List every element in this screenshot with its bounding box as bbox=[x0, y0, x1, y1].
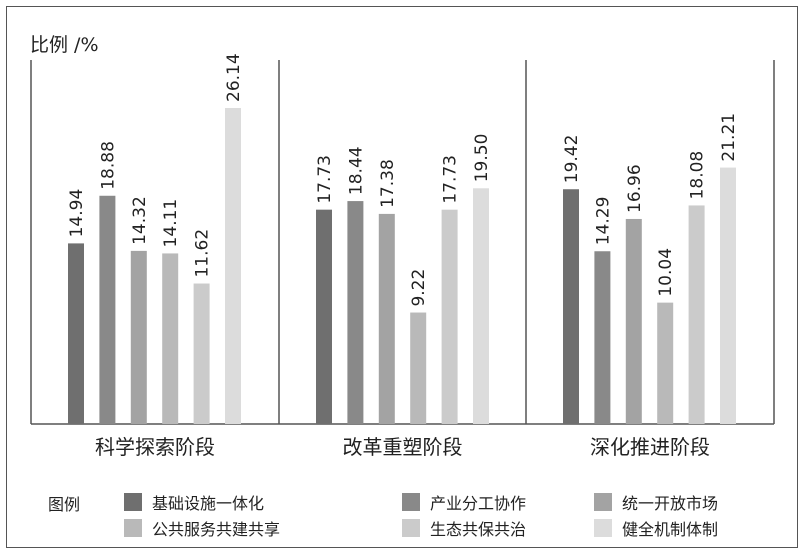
data-label: 11.62 bbox=[193, 229, 213, 278]
legend-swatch bbox=[594, 493, 612, 511]
data-label: 21.21 bbox=[719, 113, 739, 162]
bar bbox=[193, 283, 210, 424]
legend-item: 基础设施一体化 bbox=[124, 490, 264, 514]
bar bbox=[410, 312, 427, 424]
data-label: 26.14 bbox=[224, 53, 244, 102]
legend-swatch bbox=[594, 519, 612, 537]
legend-swatch bbox=[124, 493, 142, 511]
legend-item: 产业分工协作 bbox=[402, 490, 526, 514]
bar bbox=[378, 213, 395, 424]
legend-label: 生态共保共治 bbox=[430, 520, 527, 539]
bar bbox=[594, 251, 611, 424]
data-label: 19.42 bbox=[562, 135, 582, 184]
bar bbox=[625, 218, 642, 424]
legend-item: 生态共保共治 bbox=[402, 516, 526, 540]
legend-swatch bbox=[124, 519, 142, 537]
legend-label: 产业分工协作 bbox=[430, 494, 527, 513]
legend-swatch bbox=[402, 519, 420, 537]
bar bbox=[316, 209, 332, 424]
legend-title: 图例 bbox=[48, 495, 81, 514]
data-label: 9.22 bbox=[409, 269, 429, 307]
chart-frame bbox=[6, 6, 798, 548]
data-label: 10.04 bbox=[656, 248, 676, 297]
bar bbox=[162, 253, 179, 424]
bar bbox=[563, 189, 579, 424]
legend-label: 基础设施一体化 bbox=[152, 494, 265, 513]
legend-swatch bbox=[402, 493, 420, 511]
legend: 图例 基础设施一体化 产业分工协作 统一开放市场公共服务共建共享 生态共保共治 健全机制… bbox=[0, 484, 804, 544]
legend-item: 统一开放市场 bbox=[594, 490, 718, 514]
bar bbox=[347, 201, 364, 424]
bar bbox=[657, 302, 674, 424]
data-label: 19.50 bbox=[472, 134, 492, 183]
x-tick-label: 改革重塑阶段 bbox=[343, 435, 463, 459]
data-label: 18.88 bbox=[98, 141, 118, 190]
bar bbox=[68, 243, 84, 424]
data-label: 18.08 bbox=[688, 151, 708, 200]
data-label: 16.96 bbox=[625, 164, 645, 213]
y-axis-label: 比例 /% bbox=[30, 34, 99, 56]
legend-label: 统一开放市场 bbox=[622, 494, 719, 513]
data-label: 17.73 bbox=[315, 155, 335, 204]
data-label: 18.44 bbox=[346, 146, 366, 195]
legend-item: 健全机制体制 bbox=[594, 516, 718, 540]
legend-item: 公共服务共建共享 bbox=[124, 516, 280, 540]
data-label: 17.38 bbox=[378, 159, 398, 208]
bar bbox=[720, 167, 736, 425]
bar bbox=[473, 188, 489, 424]
data-label: 14.94 bbox=[67, 189, 87, 238]
bar bbox=[225, 108, 241, 424]
bar bbox=[688, 205, 705, 424]
x-tick-label: 科学探索阶段 bbox=[95, 435, 215, 459]
legend-label: 公共服务共建共享 bbox=[152, 520, 281, 539]
x-tick-label: 深化推进阶段 bbox=[590, 435, 710, 459]
data-label: 14.11 bbox=[161, 199, 181, 248]
data-label: 14.29 bbox=[593, 197, 613, 246]
data-label: 17.73 bbox=[441, 155, 461, 204]
data-label: 14.32 bbox=[130, 196, 150, 245]
bar bbox=[99, 195, 116, 424]
bar bbox=[130, 250, 147, 424]
legend-label: 健全机制体制 bbox=[622, 520, 719, 539]
bar bbox=[441, 209, 458, 424]
